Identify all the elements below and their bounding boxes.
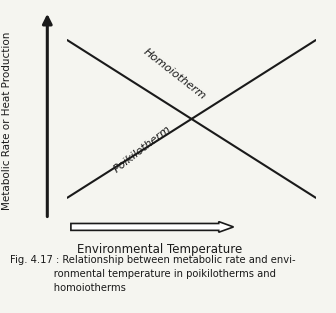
Text: Homoiotherm: Homoiotherm xyxy=(142,46,208,101)
Text: Fig. 4.17 : Relationship between metabolic rate and envi-: Fig. 4.17 : Relationship between metabol… xyxy=(10,255,296,265)
FancyArrow shape xyxy=(71,222,234,232)
Text: homoiotherms: homoiotherms xyxy=(10,283,126,293)
Text: Environmental Temperature: Environmental Temperature xyxy=(77,243,242,256)
Text: Metabolic Rate or Heat Production: Metabolic Rate or Heat Production xyxy=(2,31,12,210)
Text: ronmental temperature in poikilotherms and: ronmental temperature in poikilotherms a… xyxy=(10,269,276,279)
Text: Poikilotherm: Poikilotherm xyxy=(112,124,173,174)
